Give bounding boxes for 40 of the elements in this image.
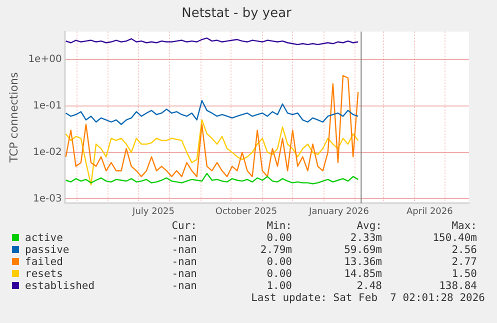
text: -nan xyxy=(170,256,197,268)
text: 2.56 xyxy=(450,244,477,256)
text: 0.00 xyxy=(266,232,292,244)
text: 2.77 xyxy=(450,256,477,268)
legend-label: failed xyxy=(24,256,64,268)
text: -nan xyxy=(170,244,197,256)
text: 138.84 xyxy=(438,280,477,292)
x-tick-label: October 2025 xyxy=(215,206,278,217)
text: 2.33m xyxy=(349,232,382,244)
x-tick-label: January 2026 xyxy=(308,206,370,217)
text: Min: xyxy=(266,220,292,232)
y-tick-label: 1e-03 xyxy=(32,193,62,204)
text: 14.85m xyxy=(343,268,382,280)
text: 59.69m xyxy=(343,244,382,256)
text: 1.00 xyxy=(266,280,292,292)
legend-label: passive xyxy=(24,244,70,256)
legend-label: active xyxy=(24,232,64,244)
text: 0.00 xyxy=(266,268,292,280)
y-tick-label: 1e+00 xyxy=(28,54,62,66)
y-axis-title: TCP connections xyxy=(7,72,20,164)
y-tick-label: 1e-01 xyxy=(32,100,62,112)
legend-label: resets xyxy=(24,268,64,280)
text: Cur: xyxy=(170,220,197,232)
legend-label: established xyxy=(24,280,96,292)
text: Avg: xyxy=(356,220,382,232)
text: -nan xyxy=(170,280,197,292)
text: 13.36m xyxy=(343,256,382,268)
text: 2.79m xyxy=(259,244,292,256)
chart-title: Netstat - by year xyxy=(182,6,292,22)
text: 150.40m xyxy=(432,232,477,244)
x-tick-label: July 2025 xyxy=(132,206,174,217)
text: Last update: Sat Feb 7 02:01:28 2026 xyxy=(251,292,485,304)
text: 0.00 xyxy=(266,256,292,268)
text: Max: xyxy=(450,220,477,232)
text: 1.50 xyxy=(450,268,477,280)
text: -nan xyxy=(170,268,197,280)
text: 2.48 xyxy=(356,280,382,292)
text: -nan xyxy=(170,232,197,244)
y-tick-label: 1e-02 xyxy=(32,146,62,158)
x-tick-label: April 2026 xyxy=(406,206,454,217)
